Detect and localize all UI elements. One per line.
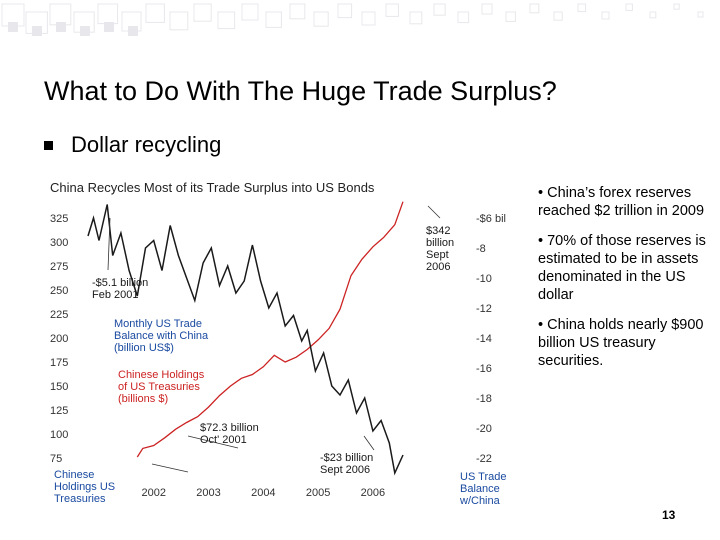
page-number: 13 [662, 508, 676, 522]
deco-square [601, 11, 610, 20]
left-tick-label: 125 [50, 405, 68, 417]
note-treasury-holdings: • China holds nearly $900 billion US tre… [538, 317, 704, 369]
right-tick-label: -$6 bil [476, 213, 506, 225]
deco-square [673, 3, 680, 10]
chart-annotation: Chinese Holdings of US Treasuries (billion… [118, 369, 205, 405]
chart-annotation: -$5.1 billion Feb 2001 [92, 277, 148, 301]
left-tick-label: 275 [50, 261, 68, 273]
bullet-text: Dollar recycling [71, 132, 222, 157]
x-tick-label: 2004 [251, 487, 275, 499]
right-tick-label: -22 [476, 453, 492, 465]
left-axis-label: Chinese Holdings US Treasuries [54, 469, 115, 505]
note-dollar-assets: • 70% of those reserves is estimated to … [538, 233, 706, 303]
deco-square [193, 3, 212, 22]
deco-square [80, 26, 90, 36]
deco-square [433, 3, 446, 16]
slide-title: What to Do With The Huge Trade Surplus? [44, 76, 557, 106]
deco-square [32, 26, 42, 36]
note-forex-reserves: • China’s forex reserves reached $2 tril… [538, 185, 705, 219]
left-tick-label: 250 [50, 285, 68, 297]
left-tick-label: 150 [50, 381, 68, 393]
right-tick-label: -16 [476, 363, 492, 375]
right-tick-label: -18 [476, 393, 492, 405]
right-tick-label: -8 [476, 243, 486, 255]
deco-square [97, 3, 119, 25]
chart-annotation: $72.3 billion Oct' 2001 [200, 422, 259, 446]
deco-square [649, 11, 657, 19]
deco-square [313, 11, 329, 27]
deco-square [337, 3, 353, 19]
x-tick-label: 2003 [196, 487, 220, 499]
right-tick-label: -12 [476, 303, 492, 315]
trade-surplus-chart: China Recycles Most of its Trade Surplus… [50, 180, 506, 507]
annotation-pointer [107, 217, 111, 271]
left-tick-label: 200 [50, 333, 68, 345]
chart-annotation: Monthly US Trade Balance with China (billi… [114, 318, 209, 354]
deco-square [481, 3, 493, 15]
annotation-pointer [427, 205, 441, 219]
trade-balance-series-line [87, 204, 404, 476]
deco-square [49, 3, 72, 26]
left-tick-label: 225 [50, 309, 68, 321]
deco-square [457, 11, 470, 24]
deco-square [409, 11, 423, 25]
left-tick-label: 100 [50, 429, 68, 441]
deco-square [265, 11, 282, 28]
deco-square [217, 11, 236, 30]
chart-title: China Recycles Most of its Trade Surplus… [50, 180, 375, 195]
deco-square [104, 22, 114, 32]
deco-square [145, 3, 165, 23]
square-bullet-icon [44, 140, 53, 150]
bullet-item: Dollar recycling [44, 132, 221, 158]
deco-square [529, 3, 540, 14]
notes-panel: • China’s forex reserves reached $2 tril… [538, 184, 708, 382]
deco-square [505, 11, 516, 22]
right-axis-label: US Trade Balance w/China [459, 471, 506, 507]
x-tick-label: 2005 [306, 487, 330, 499]
chart-annotation: -$23 billion Sept 2006 [320, 452, 373, 476]
deco-square [241, 3, 259, 21]
deco-square [361, 11, 376, 26]
annotation-pointer [151, 463, 189, 473]
left-tick-label: 300 [50, 237, 68, 249]
right-tick-label: -20 [476, 423, 492, 435]
deco-square [577, 3, 587, 13]
holdings-series-line [136, 201, 404, 458]
deco-square [169, 11, 189, 31]
deco-square [553, 11, 563, 21]
chart-annotation: $342 billion Sept 2006 [426, 225, 454, 273]
left-tick-label: 75 [50, 453, 62, 465]
corner-decoration [1, 3, 704, 36]
deco-square [56, 22, 66, 32]
deco-square [8, 22, 18, 32]
deco-square [289, 3, 306, 20]
deco-square [697, 11, 704, 18]
deco-square [385, 3, 399, 17]
left-tick-label: 325 [50, 213, 68, 225]
annotation-pointer [187, 435, 239, 449]
x-tick-label: 2006 [361, 487, 385, 499]
x-tick-label: 2002 [142, 487, 166, 499]
deco-square [128, 26, 138, 36]
left-tick-label: 175 [50, 357, 68, 369]
deco-square [625, 3, 633, 11]
right-tick-label: -14 [476, 333, 492, 345]
annotation-pointer [363, 435, 375, 451]
right-tick-label: -10 [476, 273, 492, 285]
